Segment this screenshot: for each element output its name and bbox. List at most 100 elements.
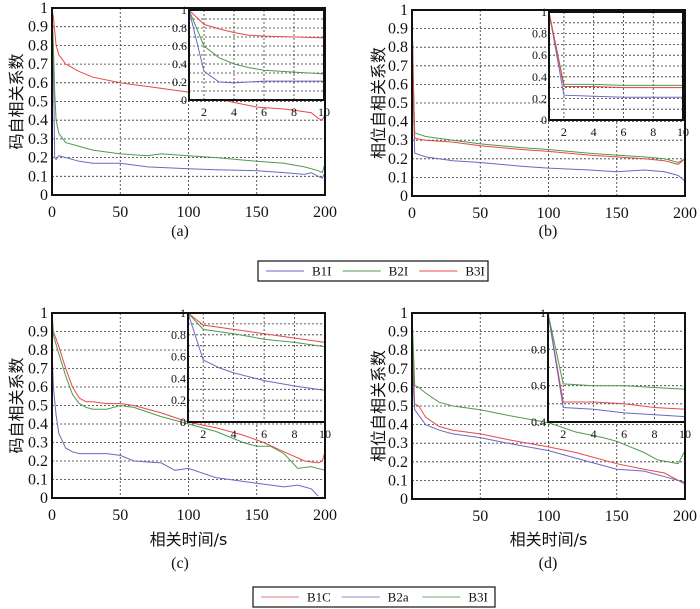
inset-x-tick-label: 8	[291, 105, 297, 119]
y-tick-label: 0	[40, 187, 48, 204]
y-tick-label: 0.4	[28, 112, 48, 129]
y-tick-label: 0.2	[28, 453, 48, 470]
inset-frame	[188, 9, 325, 101]
y-tick-label: 1	[40, 0, 48, 17]
panel-a: 00.10.20.30.40.50.60.70.80.910 50 100 150 20…	[7, 0, 337, 240]
inset-b: 0 0.2 0.4 0.6 0.8 1 2 4 6 8 10	[532, 5, 689, 139]
y-tick-label: 0.7	[388, 361, 408, 378]
y-tick-label: 0.3	[388, 132, 408, 149]
series-b1i	[411, 62, 686, 182]
x-tick-label: 0	[408, 205, 416, 222]
panel-b: 00.10.20.30.40.50.60.70.80.910 50 100 150 20…	[369, 2, 697, 240]
y-tick-label: 0.6	[28, 379, 48, 396]
y-axis-label: 相位自相关系数	[369, 350, 388, 462]
inset-x-tick-label: 2	[200, 427, 206, 441]
inset-frame	[548, 11, 684, 121]
inset-y-tick-label: 1	[181, 3, 187, 17]
series-b3i	[411, 9, 686, 165]
panel-caption: (a)	[171, 223, 189, 240]
y-tick-label: 0.6	[388, 379, 408, 396]
inset-y-tick-label: 0.8	[172, 21, 187, 35]
y-tick-label: 0.8	[388, 39, 408, 56]
inset-frame	[187, 312, 326, 423]
x-tick-label: 0	[48, 204, 56, 221]
series-b2i	[51, 7, 326, 174]
y-tick-label: 0.5	[28, 398, 48, 415]
y-tick-label: 0.2	[388, 454, 408, 471]
legend-label-b2a: B2a	[388, 590, 409, 605]
inset-y-tick-label: 1	[541, 5, 547, 19]
y-tick-label: 0.9	[388, 21, 408, 38]
legend-top: B1I B2I B3I	[257, 260, 489, 282]
x-tick-label: 100	[537, 508, 561, 525]
inset-series-b2a	[187, 312, 326, 391]
y-tick-label: 0.1	[28, 168, 48, 185]
y-tick-label: 0.9	[28, 324, 48, 341]
x-tick-label: 50	[112, 204, 128, 221]
legend-label-b1c: B1C	[307, 590, 331, 605]
series-b1c	[51, 312, 326, 464]
inset-series-b1i	[188, 9, 324, 84]
y-tick-label: 0.4	[388, 114, 408, 131]
y-tick-label: 0.8	[388, 342, 408, 359]
x-tick-label: 200	[673, 508, 697, 525]
inset-series-b3i	[547, 312, 686, 390]
inset-y-tick-label: 0.6	[172, 39, 187, 53]
inset-x-tick-label: 2	[201, 105, 207, 119]
inset-y-tick-label: 0	[181, 93, 187, 107]
x-tick-label: 100	[537, 205, 561, 222]
y-tick-label: 0.1	[388, 472, 408, 489]
inset-x-tick-label: 10	[677, 125, 689, 139]
y-tick-label: 0.3	[388, 435, 408, 452]
y-tick-label: 0.4	[388, 417, 408, 434]
series-b3i	[411, 312, 686, 465]
y-tick-label: 0.2	[388, 151, 408, 168]
inset-series-b2a	[547, 312, 686, 418]
y-tick-label: 0.4	[28, 416, 48, 433]
inset-series-b3i	[187, 312, 326, 348]
y-tick-label: 0.7	[388, 58, 408, 75]
inset-series-b1i	[548, 11, 683, 98]
inset-y-tick-label: 0.8	[531, 342, 546, 356]
series-b2a	[51, 349, 319, 497]
inset-y-tick-label: 0.6	[531, 379, 546, 393]
y-tick-label: 0.1	[388, 169, 408, 186]
x-tick-label: 100	[177, 204, 201, 221]
x-tick-label: 150	[605, 508, 629, 525]
inset-y-tick-label: 1	[180, 306, 186, 320]
y-tick-label: 0.6	[28, 75, 48, 92]
inset-x-tick-label: 4	[231, 105, 237, 119]
plot-frame	[51, 7, 326, 196]
x-tick-label: 150	[245, 507, 269, 524]
inset-y-tick-label: 0.8	[532, 27, 547, 41]
inset-y-tick-label: 0.6	[532, 48, 547, 62]
inset-c: 0 0.2 0.4 0.6 0.8 1 2 4 6 8 10	[171, 306, 331, 441]
panel-caption: (c)	[171, 555, 189, 572]
legend-label-b3i: B3I	[465, 264, 485, 279]
inset-y-tick-label: 0.4	[531, 415, 546, 429]
y-tick-label: 0.3	[28, 435, 48, 452]
legend-bottom: B1C B2a B3I	[252, 586, 496, 608]
x-tick-label: 50	[472, 205, 488, 222]
inset-y-tick-label: 0	[180, 415, 186, 429]
inset-series-b3i	[548, 11, 683, 89]
inset-y-tick-label: 0.8	[171, 328, 186, 342]
x-tick-label: 50	[472, 508, 488, 525]
series-b3i	[51, 312, 326, 471]
legend-label-b3i: B3I	[468, 590, 488, 605]
y-tick-label: 0.5	[388, 398, 408, 415]
inset-x-tick-label: 10	[318, 105, 330, 119]
y-tick-label: 0.2	[28, 150, 48, 167]
y-tick-label: 0.9	[28, 19, 48, 36]
inset-x-tick-label: 6	[621, 427, 627, 441]
inset-x-tick-label: 2	[560, 427, 566, 441]
panel-caption: (d)	[539, 555, 558, 572]
inset-a: 0 0.2 0.4 0.6 0.8 1 2 4 6 8 10	[172, 3, 330, 119]
inset-x-tick-label: 6	[261, 105, 267, 119]
inset-y-tick-label: 0.2	[171, 393, 186, 407]
inset-series-b1c	[187, 312, 326, 343]
inset-x-tick-label: 6	[620, 125, 626, 139]
series-b2i	[411, 9, 686, 164]
